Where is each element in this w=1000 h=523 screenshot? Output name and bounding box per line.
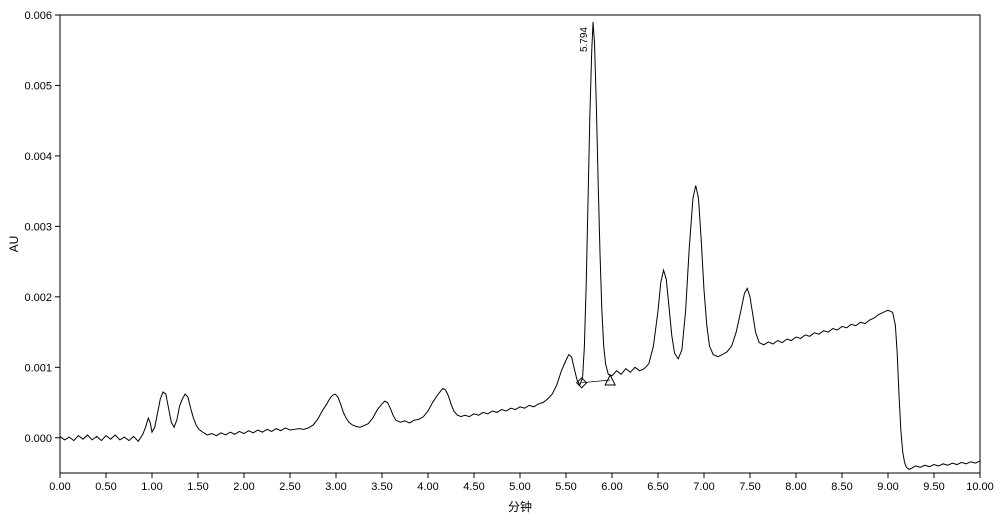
x-tick-label: 8.00 (785, 481, 806, 493)
plot-border (60, 15, 980, 473)
x-tick-label: 4.00 (417, 481, 438, 493)
x-tick-label: 7.50 (739, 481, 760, 493)
x-tick-label: 5.00 (509, 481, 530, 493)
y-tick-label: 0.006 (24, 10, 52, 22)
x-tick-label: 8.50 (831, 481, 852, 493)
x-tick-label: 9.50 (923, 481, 944, 493)
y-tick-label: 0.004 (24, 151, 52, 163)
x-tick-label: 6.00 (601, 481, 622, 493)
x-tick-label: 4.50 (463, 481, 484, 493)
chromatogram-chart: 0.00 0.50 1.00 1.50 2.00 2.50 3.00 3.50 4.00 4.50… (0, 0, 1000, 523)
y-tick-label: 0.003 (24, 221, 52, 233)
chart-svg: 0.00 0.50 1.00 1.50 2.00 2.50 3.00 3.50 4.00 4.50… (0, 0, 1000, 523)
y-tick-label: 0.001 (24, 362, 52, 374)
x-tick-label: 2.00 (233, 481, 254, 493)
y-axis-label: AU (7, 236, 21, 253)
x-tick-label: 1.50 (187, 481, 208, 493)
y-tick-label: 0.005 (24, 80, 52, 92)
x-tick-label: 5.50 (555, 481, 576, 493)
x-tick-label: 10.00 (966, 481, 994, 493)
x-tick-label: 9.00 (877, 481, 898, 493)
x-tick-label: 1.00 (141, 481, 162, 493)
x-tick-label: 7.00 (693, 481, 714, 493)
x-tick-label: 3.50 (371, 481, 392, 493)
x-axis-label: 分钟 (508, 499, 532, 514)
y-tick-label: 0.000 (24, 433, 52, 445)
x-tick-label: 6.50 (647, 481, 668, 493)
y-tick-label: 0.002 (24, 292, 52, 304)
peak-label: 5.794 (579, 27, 590, 52)
x-tick-label: 3.00 (325, 481, 346, 493)
x-tick-label: 2.50 (279, 481, 300, 493)
x-tick-label: 0.50 (95, 481, 116, 493)
chromatogram-trace (60, 22, 980, 469)
x-tick-label: 0.00 (49, 481, 70, 493)
